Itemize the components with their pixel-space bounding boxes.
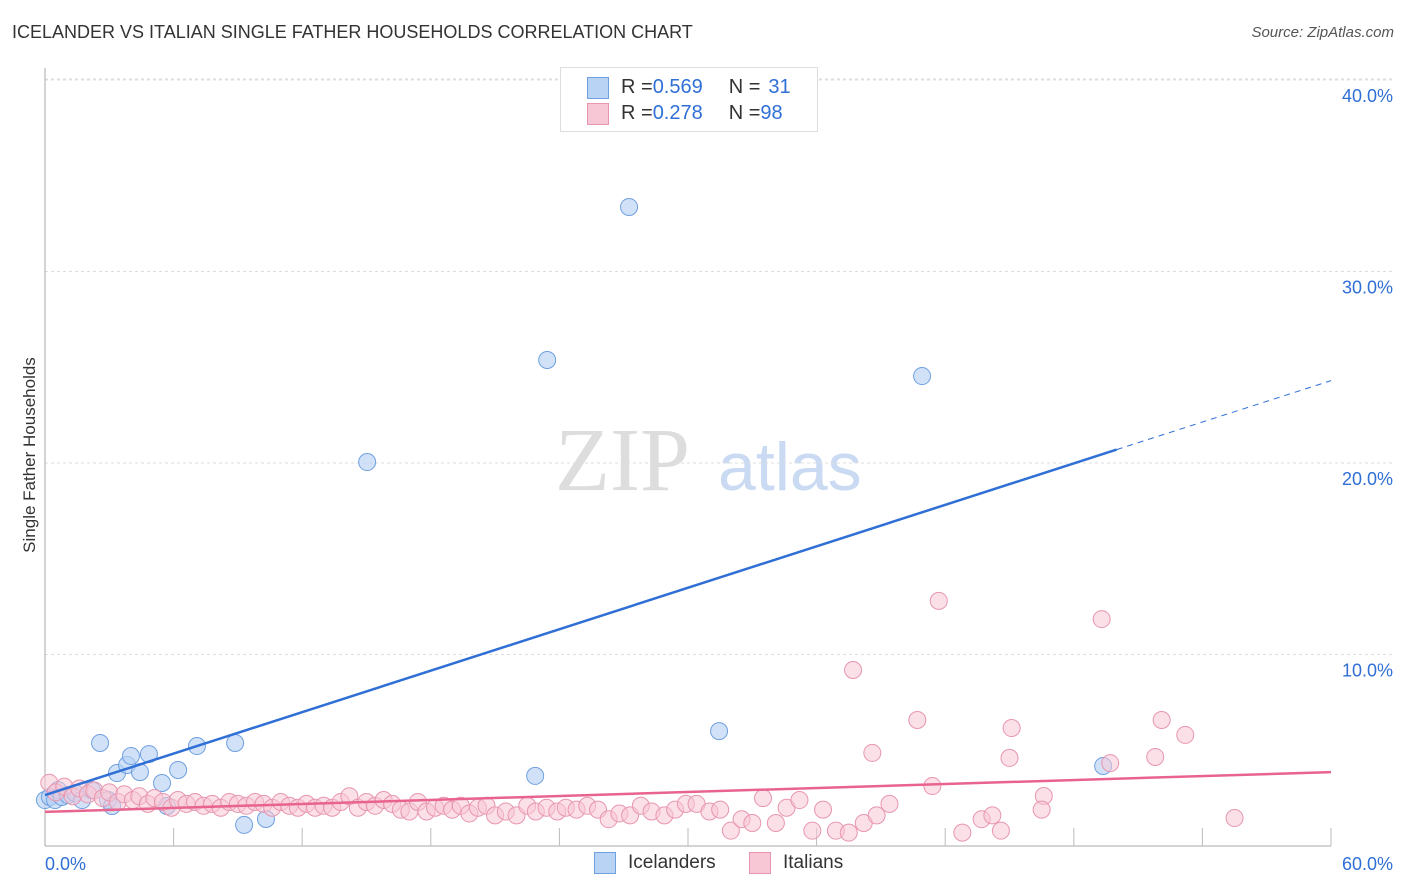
- bottom-legend-italians: Italians: [749, 852, 843, 874]
- n-label: N =: [728, 76, 761, 98]
- italians-point: [923, 777, 942, 796]
- italians-point: [1146, 747, 1165, 766]
- r-value: 0.569: [652, 76, 703, 98]
- icelanders-point: [913, 367, 932, 386]
- pink-swatch-icon: [749, 852, 771, 874]
- italians-point: [929, 591, 948, 610]
- italians-point: [754, 789, 773, 808]
- italians-point: [766, 814, 785, 833]
- italians-point: [953, 823, 972, 842]
- legend-row-italians: R = 0.278 N = 98: [587, 102, 783, 125]
- italians-point: [1002, 719, 1021, 738]
- icelanders-point: [235, 815, 254, 834]
- icelanders-point: [226, 733, 245, 752]
- icelanders-point: [538, 350, 557, 369]
- icelanders-trendline-extension: [1116, 380, 1332, 451]
- icelanders-point: [620, 197, 639, 216]
- italians-point: [839, 823, 858, 842]
- source-label: Source: ZipAtlas.com: [1251, 24, 1394, 41]
- italians-point: [1176, 725, 1195, 744]
- legend: R = 0.569 N = 31 R = 0.278 N = 98: [560, 67, 818, 132]
- y-tick-label: 10.0%: [1342, 661, 1393, 681]
- italians-point: [1101, 754, 1120, 773]
- italians-point: [983, 806, 1002, 825]
- italians-point: [743, 814, 762, 833]
- r-label: R =: [621, 76, 653, 98]
- icelanders-point: [91, 733, 110, 752]
- chart-title: ICELANDER VS ITALIAN SINGLE FATHER HOUSE…: [12, 22, 693, 42]
- watermark-zip: ZIP: [555, 411, 690, 510]
- legend-row-icelanders: R = 0.569 N = 31: [587, 76, 791, 99]
- italians-point: [1032, 800, 1051, 819]
- italians-point: [721, 821, 740, 840]
- watermark-atlas: atlas: [718, 429, 862, 505]
- icelanders-point: [153, 773, 172, 792]
- pink-swatch-icon: [587, 102, 609, 125]
- italians-point: [991, 821, 1010, 840]
- y-tick-label: 20.0%: [1342, 469, 1393, 489]
- blue-swatch-icon: [594, 852, 616, 874]
- icelanders-point: [710, 722, 729, 741]
- n-value: 98: [760, 102, 783, 124]
- italians-point: [814, 800, 833, 819]
- italians-point: [1225, 809, 1244, 828]
- n-label: N =: [728, 102, 761, 124]
- n-value: 31: [768, 76, 791, 98]
- italians-point: [1092, 610, 1111, 629]
- italians-point: [863, 743, 882, 762]
- icelanders-point: [121, 746, 140, 765]
- italians-point: [790, 791, 809, 810]
- series-name: Icelanders: [628, 852, 716, 873]
- italians-point: [880, 794, 899, 813]
- icelanders-trendline: [44, 448, 1118, 797]
- y-tick-label: 40.0%: [1342, 86, 1393, 106]
- series-name: Italians: [783, 852, 844, 873]
- x-tick-label: 0.0%: [45, 854, 86, 874]
- bottom-legend-icelanders: Icelanders: [594, 852, 716, 874]
- y-tick-label: 30.0%: [1342, 278, 1393, 298]
- italians-point: [803, 821, 822, 840]
- icelanders-point: [358, 453, 377, 472]
- italians-point: [908, 710, 927, 729]
- icelanders-point: [526, 766, 545, 785]
- italians-point: [867, 806, 886, 825]
- blue-swatch-icon: [587, 76, 609, 99]
- italians-trendline: [44, 770, 1332, 814]
- italians-point: [711, 800, 730, 819]
- italians-point: [1152, 710, 1171, 729]
- italians-point: [1000, 748, 1019, 767]
- r-value: 0.278: [652, 102, 703, 124]
- icelanders-point: [169, 760, 188, 779]
- r-label: R =: [621, 102, 653, 124]
- italians-point: [844, 661, 863, 680]
- y-axis-label: Single Father Households: [20, 357, 39, 553]
- x-tick-label: 60.0%: [1342, 854, 1393, 874]
